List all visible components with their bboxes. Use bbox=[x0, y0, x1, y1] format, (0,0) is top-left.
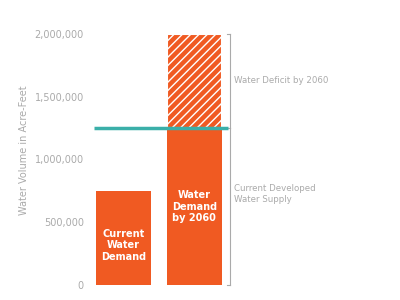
Text: Water Deficit by 2060: Water Deficit by 2060 bbox=[234, 76, 329, 85]
Bar bbox=[96, 191, 151, 285]
FancyBboxPatch shape bbox=[166, 34, 222, 128]
Text: Current
Water
Demand: Current Water Demand bbox=[101, 229, 146, 262]
Y-axis label: Water Volume in Acre-Feet: Water Volume in Acre-Feet bbox=[19, 85, 29, 215]
Bar bbox=[166, 128, 222, 285]
Text: Current Developed
Water Supply: Current Developed Water Supply bbox=[234, 184, 316, 204]
Text: Water
Demand
by 2060: Water Demand by 2060 bbox=[172, 190, 217, 223]
